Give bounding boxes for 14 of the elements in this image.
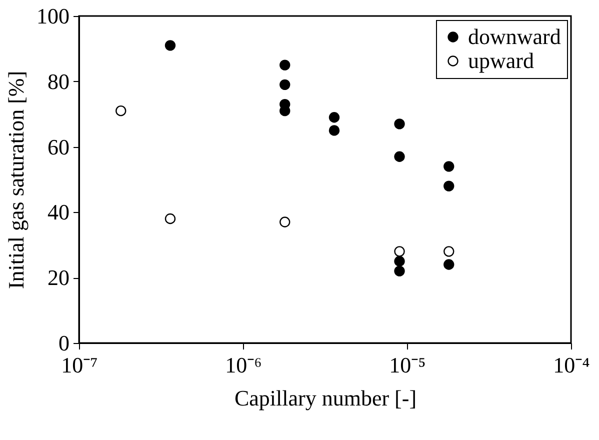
y-axis-title: Initial gas saturation [%] [4,70,28,290]
y-tick-label: 20 [48,265,70,290]
y-tick-label: 0 [58,330,70,356]
y-tick-label: 60 [48,134,70,160]
x-tick-label: 10⁻⁶ [225,352,262,378]
x-tick-label: 10⁻⁵ [389,352,426,378]
y-tick-label: 40 [48,200,70,225]
x-axis-title: Capillary number [-] [234,386,417,410]
y-tick-label: 80 [48,68,70,94]
x-tick-label: 10⁻⁴ [553,352,590,378]
legend-label: upward [468,48,534,73]
legend-label: downward [468,24,561,49]
x-tick-label: 10⁻⁷ [61,352,98,378]
y-tick-label: 100 [36,4,70,28]
